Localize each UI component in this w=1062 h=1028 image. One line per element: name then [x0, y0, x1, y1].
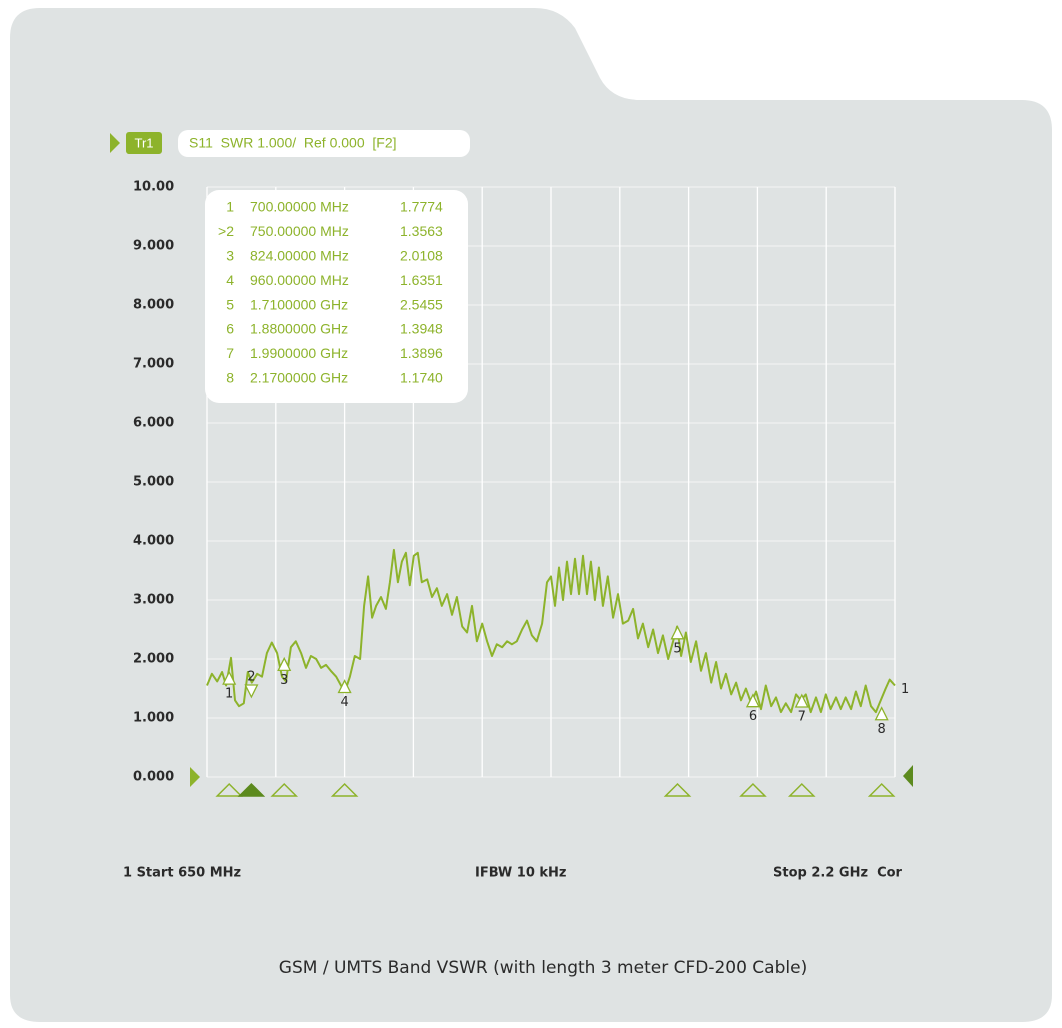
marker-label: 8	[878, 722, 886, 737]
marker-value: 1.7774	[400, 199, 443, 215]
marker	[337, 679, 352, 694]
marker-label: 5	[673, 641, 681, 656]
marker-label: 2	[247, 669, 255, 684]
reference-arrow-right	[903, 765, 913, 787]
marker-frequency: 1.9900000 GHz	[250, 345, 348, 361]
marker-frequency: 750.00000 MHz	[250, 223, 349, 239]
y-tick-label: 2.000	[133, 652, 174, 667]
marker-indicator	[867, 782, 896, 797]
y-tick-label: 9.000	[133, 239, 174, 254]
marker-id: 6	[226, 321, 234, 337]
caption: GSM / UMTS Band VSWR (with length 3 mete…	[279, 958, 807, 978]
marker-id: 4	[226, 272, 234, 288]
marker	[222, 670, 237, 685]
marker-value: 2.5455	[400, 296, 443, 312]
y-tick-label: 1.000	[133, 711, 174, 726]
trace-label: 1	[901, 682, 909, 697]
marker-id: 5	[226, 296, 234, 312]
footer-start: 1 Start 650 MHz	[123, 866, 241, 881]
marker-indicator	[739, 782, 767, 797]
marker	[794, 693, 809, 708]
marker-id: >2	[218, 223, 234, 239]
marker-label: 7	[798, 710, 806, 725]
trace-pointer	[110, 133, 120, 153]
marker-value: 1.3563	[400, 223, 443, 239]
header: S11 SWR 1.000/ Ref 0.000 [F2]	[189, 135, 397, 151]
header-box	[178, 130, 470, 157]
trace-tag: Tr1	[134, 135, 153, 150]
marker-value: 1.1740	[400, 370, 443, 386]
marker-frequency: 960.00000 MHz	[250, 272, 349, 288]
marker	[745, 693, 761, 708]
marker-frequency: 2.1700000 GHz	[250, 370, 348, 386]
marker-id: 8	[226, 370, 234, 386]
marker-frequency: 1.7100000 GHz	[250, 296, 348, 312]
marker-indicator	[330, 782, 359, 797]
marker-frequency: 1.8800000 GHz	[250, 321, 348, 337]
marker-value: 1.3896	[400, 345, 443, 361]
marker-id: 7	[226, 345, 234, 361]
marker	[244, 684, 259, 699]
marker-label: 1	[225, 687, 233, 702]
marker-indicator	[215, 782, 244, 797]
reference-arrow-left	[190, 767, 200, 787]
footer-ifbw: IFBW 10 kHz	[475, 866, 567, 881]
marker-value: 2.0108	[400, 248, 443, 264]
y-tick-label: 3.000	[133, 593, 174, 608]
marker-table: 1 700.00000 MHz 1.7774 >2 750.00000 MHz 1.356…	[218, 199, 443, 386]
footer-stop: Stop 2.2 GHz Cor	[773, 866, 903, 881]
grid	[206, 186, 896, 778]
trace-tag-box	[126, 132, 162, 154]
y-tick-label: 6.000	[133, 416, 174, 431]
marker-value: 1.6351	[400, 272, 443, 288]
marker-label: 3	[280, 673, 288, 688]
y-tick-label: 0.000	[133, 770, 174, 785]
marker-indicator	[663, 782, 692, 797]
marker-value: 1.3948	[400, 321, 443, 337]
marker	[874, 706, 889, 721]
marker	[670, 625, 685, 640]
trace	[206, 548, 896, 714]
marker-id: 3	[226, 248, 234, 264]
marker-indicator	[787, 782, 816, 797]
marker-label: 4	[340, 695, 348, 710]
y-tick-label: 4.000	[133, 534, 174, 549]
marker-frequency: 824.00000 MHz	[250, 248, 349, 264]
marker-indicator	[270, 782, 299, 797]
marker-id: 1	[226, 199, 234, 215]
marker-table-box	[205, 190, 468, 403]
y-tick-label: 10.00	[133, 180, 174, 195]
marker-indicator	[237, 782, 266, 797]
y-tick-label: 8.000	[133, 298, 174, 313]
y-tick-label: 7.000	[133, 357, 174, 372]
y-tick-label: 5.000	[133, 475, 174, 490]
marker	[277, 656, 292, 672]
marker-label: 6	[749, 709, 757, 724]
marker-frequency: 700.00000 MHz	[250, 199, 349, 215]
